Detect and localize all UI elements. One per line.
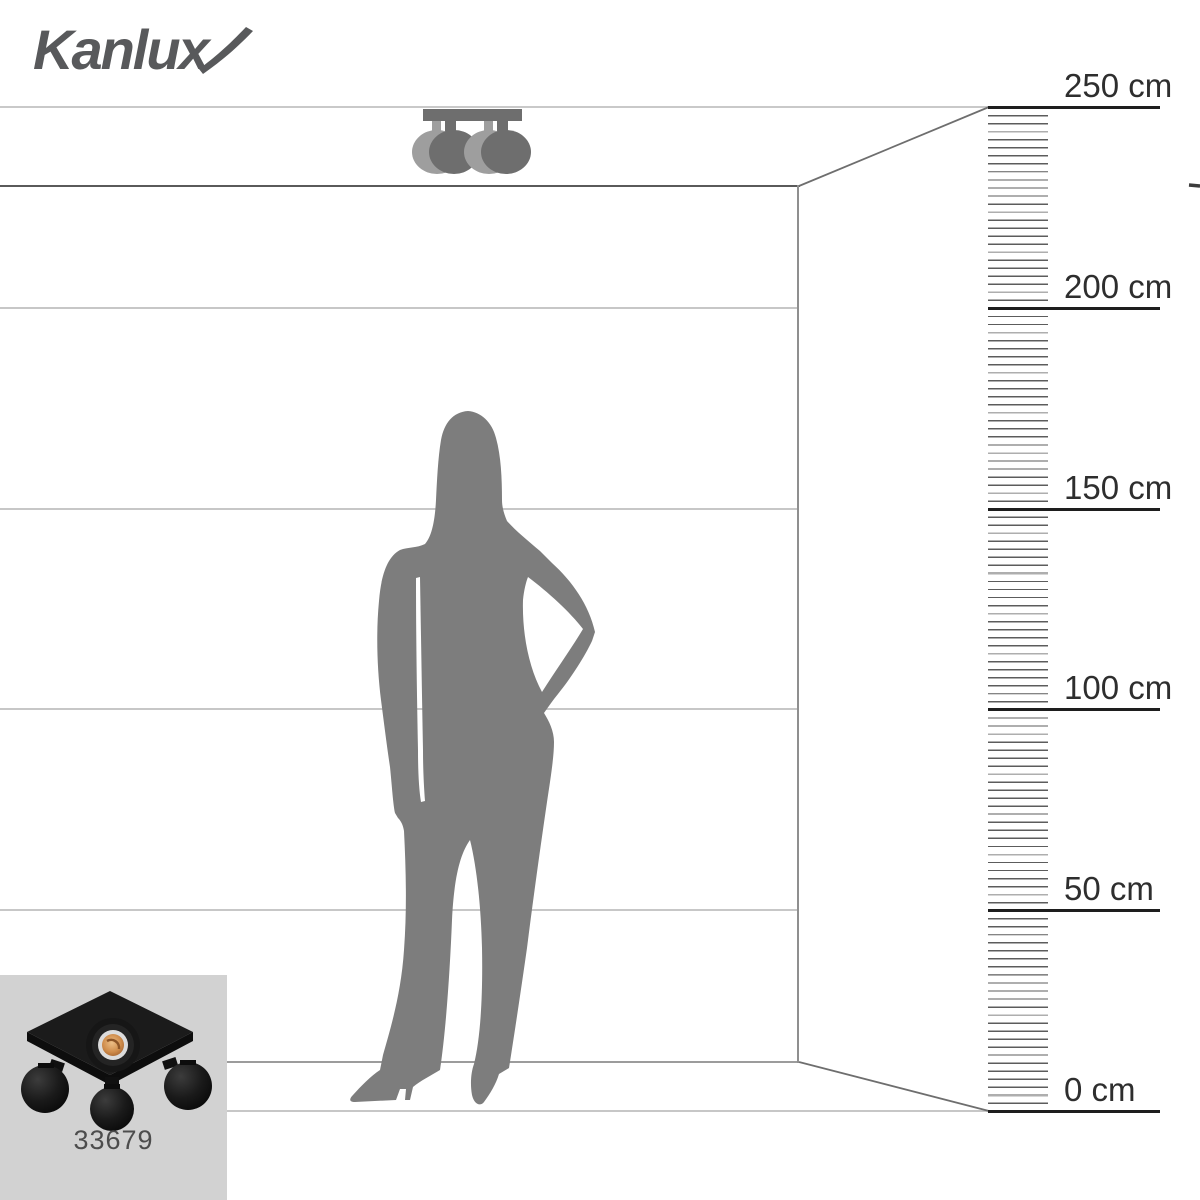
product-code: 33679	[73, 1125, 154, 1155]
ruler-label-200cm: 200 cm	[1064, 268, 1173, 305]
ruler-label-100cm: 100 cm	[1064, 669, 1173, 706]
ruler-major-line-150	[988, 508, 1160, 511]
floor-front-line	[0, 1110, 989, 1112]
lamp-head-right	[481, 130, 531, 174]
ruler-label-50cm: 50 cm	[1064, 870, 1154, 907]
lamp-ball-left	[21, 1065, 69, 1113]
guide-line-150cm	[0, 508, 799, 510]
woman-silhouette	[350, 411, 595, 1105]
ruler-major-line-250	[988, 106, 1160, 109]
product-thumbnail: 33679	[0, 975, 227, 1200]
room-ceiling-line	[0, 185, 800, 187]
room-wall-corner-edge	[797, 185, 799, 1063]
brand-logo: Kanlux	[33, 22, 263, 84]
ruler-label-0cm: 0 cm	[1064, 1071, 1136, 1108]
ruler-major-line-50	[988, 909, 1160, 912]
right-edge-tick	[1188, 183, 1200, 188]
product-photo-four-spot-lamp	[21, 991, 212, 1131]
ruler-major-line-100	[988, 708, 1160, 711]
brand-logo-text: Kanlux	[33, 18, 210, 81]
ruler-major-line-200	[988, 307, 1160, 310]
guide-line-200cm	[0, 307, 799, 309]
ruler-label-150cm: 150 cm	[1064, 469, 1173, 506]
guide-line-250cm	[0, 106, 989, 108]
ruler-minor-ticks	[988, 107, 1048, 1113]
lamp-head-left	[429, 130, 479, 174]
ceiling-lamp-icon	[412, 109, 531, 174]
lamp-ball-right	[164, 1062, 212, 1110]
ruler-label-250cm: 250 cm	[1064, 67, 1173, 104]
lamp-mount-bar	[423, 109, 522, 121]
guide-line-50cm	[0, 909, 799, 911]
lamp-lens	[102, 1034, 124, 1056]
lamp-ball-center	[90, 1087, 134, 1131]
brand-logo-swoosh-icon	[199, 27, 253, 74]
ruler-major-line-0	[988, 1110, 1160, 1113]
